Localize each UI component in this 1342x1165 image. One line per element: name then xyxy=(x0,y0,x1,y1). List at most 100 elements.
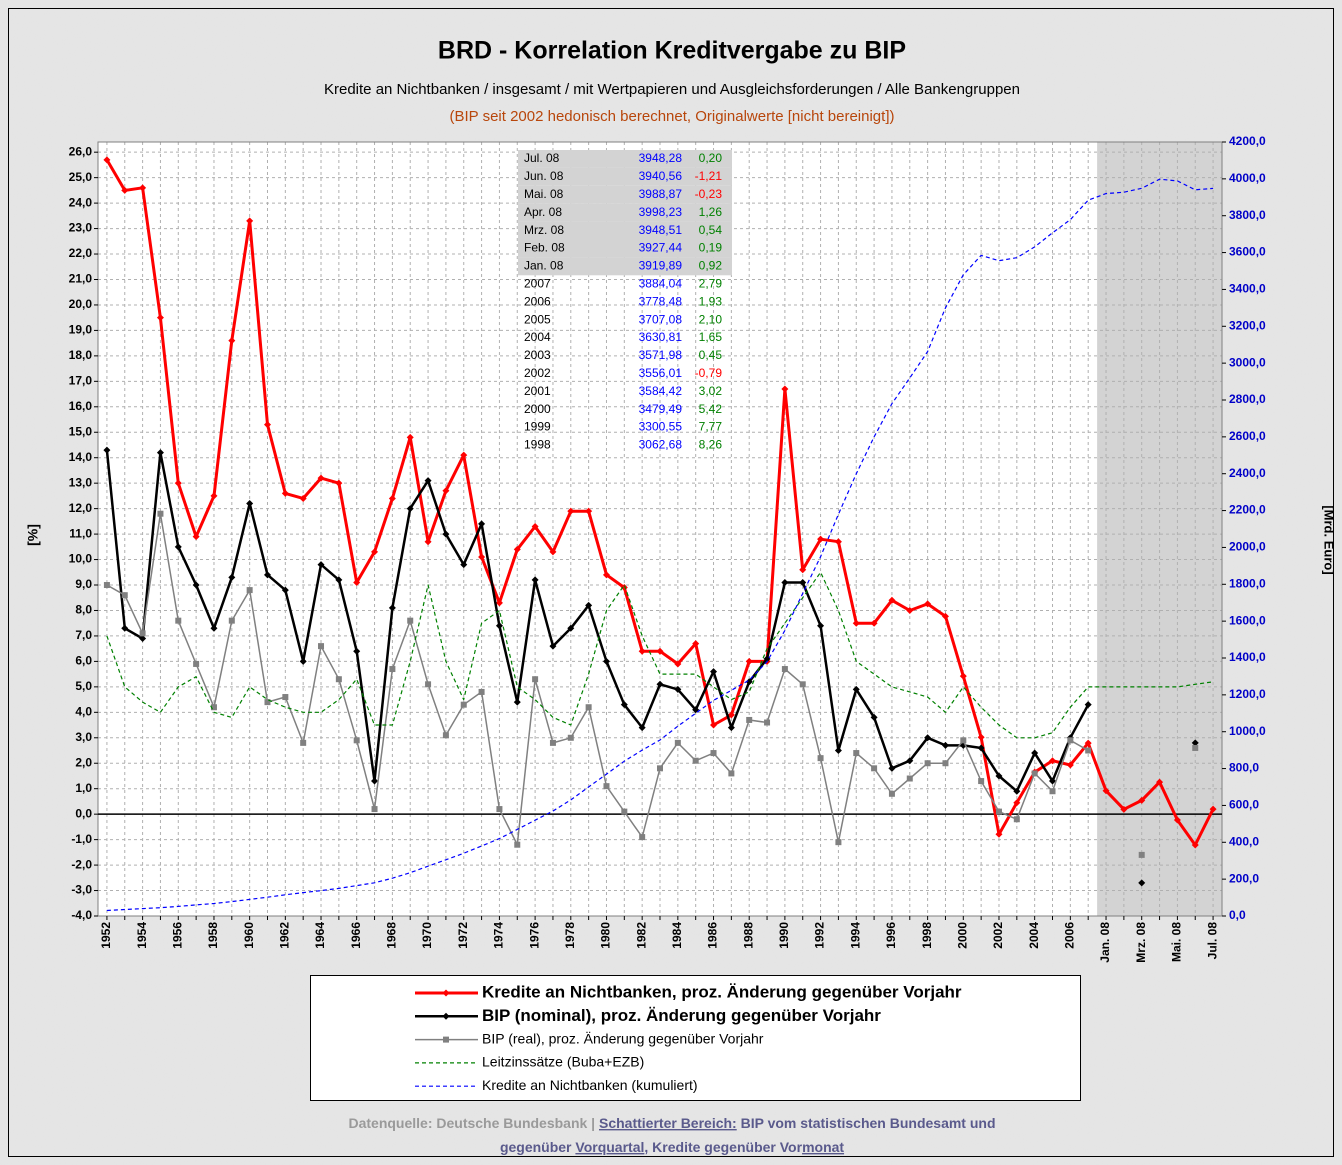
y2-tick-label: 2000,0 xyxy=(1229,540,1266,554)
marker xyxy=(407,617,414,624)
table-row-shade xyxy=(518,150,732,168)
marker xyxy=(406,433,414,441)
marker xyxy=(318,643,325,650)
page-frame xyxy=(8,8,1334,1157)
marker xyxy=(1066,761,1074,769)
marker xyxy=(174,479,182,487)
y-tick-label: 25,0 xyxy=(69,170,93,184)
marker xyxy=(192,533,200,541)
y2-tick-label: 400,0 xyxy=(1229,834,1259,848)
y-tick-label: 0,0 xyxy=(75,806,92,820)
marker xyxy=(335,479,343,487)
marker xyxy=(549,739,556,746)
marker xyxy=(549,642,557,650)
marker xyxy=(1049,757,1057,765)
x-tick-label: Jul. 08 xyxy=(1205,922,1219,960)
marker xyxy=(1173,816,1181,824)
marker xyxy=(1156,778,1164,786)
footer-text: monat xyxy=(802,1139,844,1155)
marker xyxy=(335,676,342,683)
marker xyxy=(620,701,628,709)
table-change: 2,79 xyxy=(699,276,723,290)
y-tick-label: 11,0 xyxy=(69,526,92,540)
marker xyxy=(513,698,521,706)
marker xyxy=(710,750,717,757)
x-tick-label: 1998 xyxy=(920,922,934,949)
y2-tick-label: 200,0 xyxy=(1229,871,1259,885)
marker xyxy=(246,500,254,508)
marker xyxy=(281,489,289,497)
marker xyxy=(834,747,842,755)
marker xyxy=(763,655,771,663)
table-value: 3919,89 xyxy=(639,259,683,273)
marker xyxy=(103,156,111,164)
y-tick-label: 24,0 xyxy=(69,195,93,209)
marker xyxy=(853,750,860,757)
marker xyxy=(621,808,628,815)
marker xyxy=(585,704,592,711)
marker xyxy=(1209,805,1217,813)
marker xyxy=(817,755,824,762)
marker xyxy=(299,494,307,502)
marker xyxy=(175,617,182,624)
marker xyxy=(317,474,325,482)
marker xyxy=(1031,770,1038,777)
marker xyxy=(1138,851,1145,858)
marker xyxy=(871,765,878,772)
marker xyxy=(210,624,218,632)
marker xyxy=(532,676,539,683)
marker xyxy=(139,630,146,637)
marker xyxy=(246,217,254,225)
marker xyxy=(174,543,182,551)
marker xyxy=(835,839,842,846)
table-row-shade xyxy=(518,167,732,186)
marker xyxy=(228,617,235,624)
y-tick-label: 18,0 xyxy=(69,348,93,362)
x-tick-label: 1968 xyxy=(385,922,399,949)
marker xyxy=(852,619,860,627)
table-label: Jan. 08 xyxy=(524,259,564,273)
table-label: 2005 xyxy=(524,312,551,326)
marker xyxy=(1084,739,1092,747)
y2-tick-label: 2400,0 xyxy=(1229,466,1266,480)
table-label: Mai. 08 xyxy=(524,187,564,201)
marker xyxy=(764,719,771,726)
chart-title: BRD - Korrelation Kreditvergabe zu BIP xyxy=(438,37,906,65)
marker xyxy=(210,704,217,711)
marker xyxy=(121,624,129,632)
marker xyxy=(674,660,682,668)
marker xyxy=(531,576,539,584)
marker xyxy=(603,783,610,790)
marker xyxy=(745,657,753,665)
footer-text: Vorquartal xyxy=(575,1139,644,1155)
footer-text: Schattierter Bereich: xyxy=(599,1115,737,1131)
marker xyxy=(388,604,396,612)
x-tick-label: 1964 xyxy=(313,922,327,949)
marker xyxy=(156,314,164,322)
marker xyxy=(371,548,379,556)
table-change: 3,02 xyxy=(699,384,723,398)
chart-subtitle: Kredite an Nichtbanken / insgesamt / mit… xyxy=(324,81,1020,98)
x-tick-label: Jan. 08 xyxy=(1098,922,1112,963)
legend-label: BIP (real), proz. Änderung gegenüber Vor… xyxy=(482,1030,764,1046)
y-tick-label: 6,0 xyxy=(75,654,92,668)
marker xyxy=(657,765,663,772)
y-tick-label: 7,0 xyxy=(75,628,92,642)
table-label: 2004 xyxy=(524,330,551,344)
marker xyxy=(442,1012,450,1020)
series-line xyxy=(106,571,1214,739)
marker xyxy=(193,660,200,667)
marker xyxy=(1084,701,1092,709)
footer-line: gegenüber Vorquartal, Kredite gegenüber … xyxy=(500,1139,844,1155)
marker xyxy=(460,701,467,708)
marker xyxy=(353,647,361,655)
marker xyxy=(442,732,449,739)
x-tick-label: 1978 xyxy=(563,922,577,949)
y-tick-label: -4,0 xyxy=(71,908,92,922)
marker xyxy=(1031,749,1039,757)
footer-line: Datenquelle: Deutsche Bundesbank | Schat… xyxy=(348,1115,995,1131)
table-change: 1,65 xyxy=(699,330,723,344)
table-change: -0,23 xyxy=(695,187,723,201)
marker xyxy=(228,573,236,581)
x-tick-label: 1992 xyxy=(813,922,827,949)
